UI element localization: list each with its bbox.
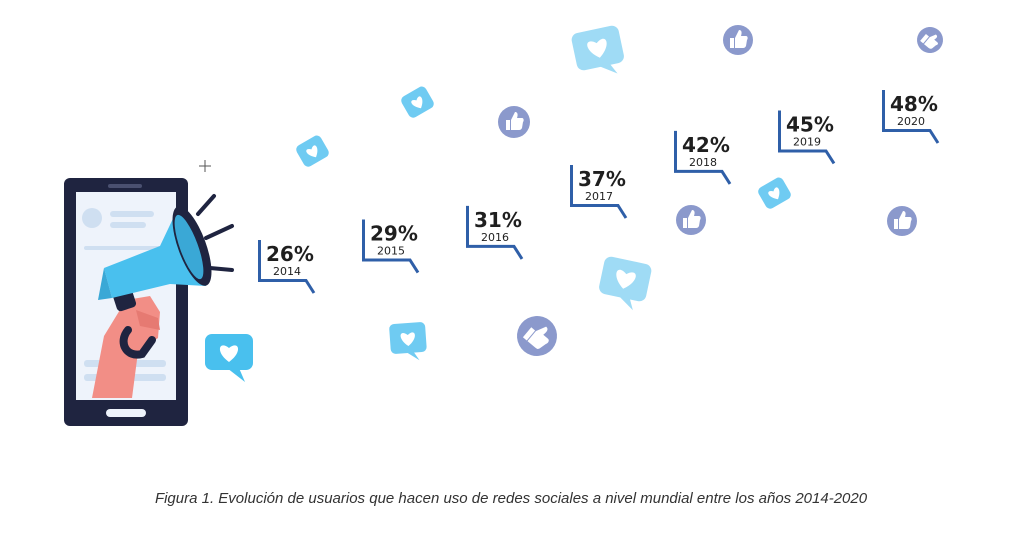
year-label: 2020 (897, 115, 925, 128)
bubble-border (674, 130, 732, 185)
data-bubble: 26%2014 (258, 240, 316, 294)
value-label: 48% (890, 92, 938, 116)
value-label: 37% (578, 167, 626, 191)
data-bubbles: 26%201429%201531%201637%201742%201845%20… (258, 90, 940, 294)
thumbs-up-icon (917, 27, 943, 53)
heart-bubble-icon (205, 334, 253, 382)
bubble-background (674, 130, 728, 173)
heart-bubble-icon (571, 25, 624, 74)
bubble-background (362, 219, 416, 262)
value-label: 45% (786, 112, 834, 136)
heart-bubble-icon (296, 135, 329, 167)
bubble-background (466, 205, 520, 248)
thumbs-up-icon (676, 205, 706, 235)
heart-bubble-icon (389, 322, 427, 361)
thumbs-up-icon (517, 316, 557, 356)
value-label: 26% (266, 242, 314, 266)
data-bubble: 37%2017 (570, 165, 628, 219)
data-bubble: 29%2015 (362, 219, 420, 274)
year-label: 2017 (585, 190, 613, 203)
year-label: 2018 (689, 156, 717, 169)
bubble-border (570, 165, 628, 219)
heart-bubble-icon (758, 177, 791, 209)
year-label: 2015 (377, 245, 405, 258)
bubble-border (258, 240, 316, 294)
data-bubble: 48%2020 (882, 90, 940, 144)
sparkle-icon (199, 160, 211, 172)
value-label: 31% (474, 208, 522, 232)
thumbs-up-icon (723, 25, 753, 55)
thumbs-up-icon (498, 106, 530, 138)
heart-bubble-icon (599, 256, 652, 311)
year-label: 2016 (481, 231, 509, 244)
bubble-border (778, 110, 836, 165)
figure-caption: Figura 1. Evolución de usuarios que hace… (154, 490, 868, 507)
thumbs-up-icon (887, 206, 917, 236)
year-label: 2014 (273, 265, 301, 278)
data-bubble: 31%2016 (466, 205, 524, 260)
bubble-background (258, 240, 312, 282)
bubble-border (466, 205, 524, 260)
value-label: 42% (682, 133, 730, 157)
bubble-background (882, 90, 936, 132)
data-bubble: 45%2019 (778, 110, 836, 165)
bubble-border (362, 219, 420, 274)
bubble-border (882, 90, 940, 144)
bubble-background (778, 110, 832, 153)
bubble-background (570, 165, 624, 207)
value-label: 29% (370, 222, 418, 246)
year-label: 2019 (793, 135, 821, 148)
heart-bubble-icon (401, 86, 434, 118)
hand-icon (92, 296, 160, 398)
megaphone-icon (98, 194, 234, 312)
data-bubble: 42%2018 (674, 130, 732, 185)
